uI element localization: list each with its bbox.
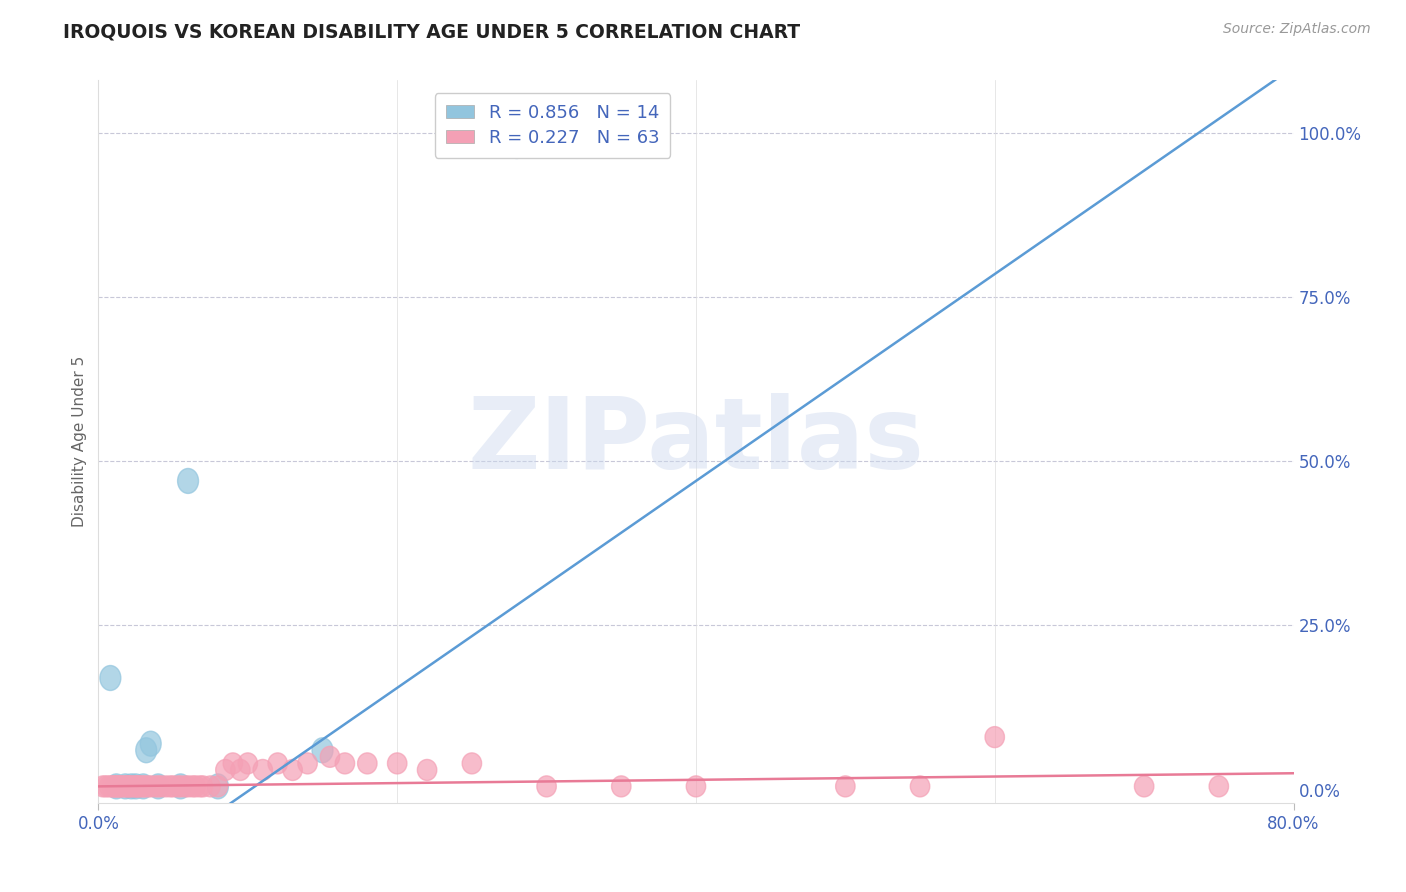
Ellipse shape	[224, 753, 243, 774]
Ellipse shape	[177, 468, 198, 493]
Ellipse shape	[1135, 776, 1154, 797]
Y-axis label: Disability Age Under 5: Disability Age Under 5	[72, 356, 87, 527]
Ellipse shape	[129, 776, 149, 797]
Ellipse shape	[986, 727, 1004, 747]
Ellipse shape	[131, 776, 150, 797]
Ellipse shape	[118, 776, 138, 797]
Ellipse shape	[193, 776, 212, 797]
Ellipse shape	[149, 776, 167, 797]
Ellipse shape	[125, 776, 143, 797]
Ellipse shape	[117, 776, 136, 797]
Ellipse shape	[132, 774, 153, 799]
Ellipse shape	[357, 753, 377, 774]
Ellipse shape	[686, 776, 706, 797]
Ellipse shape	[141, 776, 160, 797]
Ellipse shape	[269, 753, 287, 774]
Ellipse shape	[215, 759, 235, 780]
Ellipse shape	[537, 776, 557, 797]
Ellipse shape	[100, 665, 121, 690]
Ellipse shape	[105, 774, 127, 799]
Ellipse shape	[145, 776, 165, 797]
Ellipse shape	[152, 776, 172, 797]
Ellipse shape	[115, 774, 136, 799]
Ellipse shape	[111, 776, 131, 797]
Text: Source: ZipAtlas.com: Source: ZipAtlas.com	[1223, 22, 1371, 37]
Ellipse shape	[176, 776, 195, 797]
Ellipse shape	[127, 776, 145, 797]
Ellipse shape	[104, 776, 124, 797]
Ellipse shape	[148, 774, 169, 799]
Ellipse shape	[283, 759, 302, 780]
Ellipse shape	[179, 776, 198, 797]
Ellipse shape	[103, 776, 121, 797]
Ellipse shape	[335, 753, 354, 774]
Ellipse shape	[612, 776, 631, 797]
Ellipse shape	[172, 776, 190, 797]
Ellipse shape	[231, 759, 250, 780]
Ellipse shape	[190, 776, 209, 797]
Ellipse shape	[120, 776, 139, 797]
Ellipse shape	[100, 776, 118, 797]
Ellipse shape	[201, 776, 221, 797]
Ellipse shape	[910, 776, 929, 797]
Ellipse shape	[312, 738, 333, 763]
Ellipse shape	[156, 776, 176, 797]
Ellipse shape	[418, 759, 437, 780]
Ellipse shape	[388, 753, 406, 774]
Ellipse shape	[238, 753, 257, 774]
Ellipse shape	[93, 776, 112, 797]
Ellipse shape	[138, 776, 157, 797]
Ellipse shape	[112, 776, 132, 797]
Ellipse shape	[125, 774, 146, 799]
Ellipse shape	[108, 776, 128, 797]
Text: ZIPatlas: ZIPatlas	[468, 393, 924, 490]
Text: IROQUOIS VS KOREAN DISABILITY AGE UNDER 5 CORRELATION CHART: IROQUOIS VS KOREAN DISABILITY AGE UNDER …	[63, 22, 800, 41]
Ellipse shape	[115, 776, 135, 797]
Ellipse shape	[208, 776, 228, 797]
Ellipse shape	[835, 776, 855, 797]
Ellipse shape	[167, 776, 187, 797]
Ellipse shape	[121, 776, 141, 797]
Ellipse shape	[134, 776, 153, 797]
Ellipse shape	[253, 759, 273, 780]
Ellipse shape	[1209, 776, 1229, 797]
Ellipse shape	[135, 776, 155, 797]
Ellipse shape	[321, 747, 340, 767]
Ellipse shape	[96, 776, 115, 797]
Ellipse shape	[170, 774, 191, 799]
Ellipse shape	[298, 753, 318, 774]
Ellipse shape	[208, 774, 228, 799]
Ellipse shape	[183, 776, 202, 797]
Ellipse shape	[506, 134, 527, 159]
Ellipse shape	[121, 774, 142, 799]
Ellipse shape	[160, 776, 180, 797]
Ellipse shape	[128, 776, 148, 797]
Ellipse shape	[163, 776, 183, 797]
Ellipse shape	[141, 731, 162, 756]
Ellipse shape	[463, 753, 482, 774]
Ellipse shape	[186, 776, 205, 797]
Ellipse shape	[107, 776, 127, 797]
Ellipse shape	[105, 776, 125, 797]
Ellipse shape	[110, 776, 129, 797]
Ellipse shape	[136, 738, 156, 763]
